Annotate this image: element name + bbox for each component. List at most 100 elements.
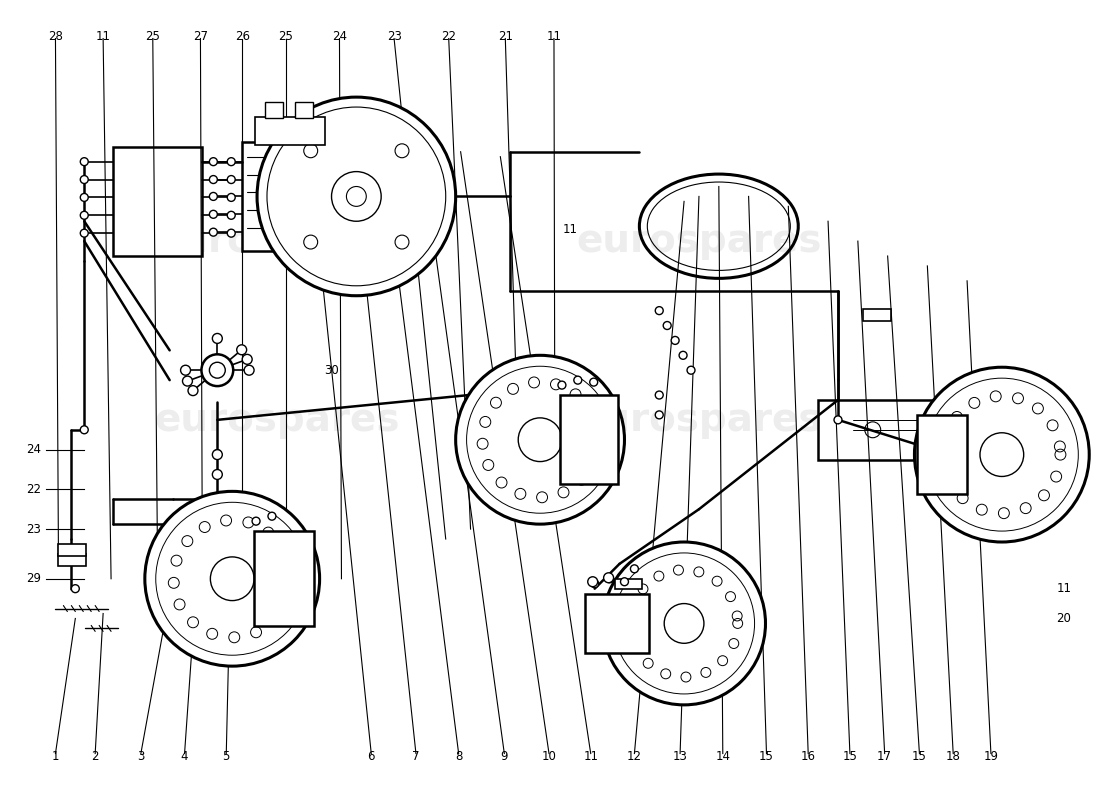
Circle shape (688, 366, 695, 374)
Text: 25: 25 (145, 30, 161, 42)
Circle shape (236, 345, 246, 354)
Circle shape (72, 585, 79, 593)
Text: 4: 4 (180, 750, 188, 762)
Circle shape (257, 97, 455, 296)
Text: 27: 27 (192, 30, 208, 42)
Circle shape (591, 580, 598, 588)
Text: 24: 24 (332, 30, 346, 42)
Text: 22: 22 (441, 30, 456, 42)
Circle shape (80, 211, 88, 219)
Circle shape (656, 306, 663, 314)
Bar (58, 554, 86, 566)
Text: 20: 20 (1056, 612, 1071, 625)
Text: 30: 30 (324, 364, 339, 377)
Circle shape (558, 381, 565, 389)
Circle shape (630, 565, 638, 573)
Text: 28: 28 (48, 30, 63, 42)
Text: 10: 10 (541, 750, 557, 762)
Circle shape (209, 228, 218, 236)
Text: 11: 11 (562, 222, 578, 236)
Circle shape (242, 354, 252, 364)
Text: 1: 1 (52, 750, 59, 762)
Circle shape (244, 366, 254, 375)
Circle shape (228, 158, 235, 166)
Text: 11: 11 (96, 30, 111, 42)
Text: 7: 7 (412, 750, 420, 762)
Circle shape (604, 573, 614, 582)
Circle shape (656, 391, 663, 399)
Text: 11: 11 (583, 750, 598, 762)
Circle shape (209, 193, 218, 200)
Text: 2: 2 (91, 750, 99, 762)
Circle shape (80, 194, 88, 202)
Bar (255, 117, 324, 145)
Text: 26: 26 (234, 30, 250, 42)
Circle shape (914, 367, 1089, 542)
Circle shape (834, 416, 842, 424)
Bar (917, 415, 967, 494)
Text: eurospares: eurospares (154, 401, 399, 439)
Text: 3: 3 (138, 750, 144, 762)
Text: 13: 13 (673, 750, 688, 762)
Circle shape (183, 376, 192, 386)
Text: 18: 18 (946, 750, 960, 762)
Circle shape (252, 517, 260, 525)
Bar (585, 594, 649, 654)
Bar (818, 400, 937, 459)
Circle shape (209, 158, 218, 166)
Text: eurospares: eurospares (154, 222, 399, 260)
Text: 15: 15 (843, 750, 857, 762)
Bar (242, 142, 337, 251)
Circle shape (455, 355, 625, 524)
Text: 17: 17 (877, 750, 892, 762)
Circle shape (574, 376, 582, 384)
Circle shape (80, 229, 88, 237)
Circle shape (80, 175, 88, 183)
Circle shape (663, 322, 671, 330)
Circle shape (80, 158, 88, 166)
Text: 15: 15 (759, 750, 774, 762)
Bar (113, 146, 202, 256)
Text: 25: 25 (278, 30, 294, 42)
Bar (254, 531, 314, 626)
Circle shape (145, 491, 320, 666)
Circle shape (188, 386, 198, 395)
Text: 8: 8 (455, 750, 462, 762)
Text: eurospares: eurospares (576, 222, 822, 260)
Bar (265, 102, 283, 118)
Circle shape (180, 366, 190, 375)
Circle shape (213, 450, 221, 458)
Circle shape (212, 470, 222, 479)
Text: eurospares: eurospares (576, 401, 822, 439)
Text: 11: 11 (547, 30, 561, 42)
Text: 22: 22 (25, 483, 41, 496)
Circle shape (606, 574, 614, 582)
Text: 19: 19 (983, 750, 999, 762)
Text: 23: 23 (25, 522, 41, 535)
Bar (58, 544, 86, 556)
Circle shape (620, 578, 628, 586)
Circle shape (656, 411, 663, 419)
Text: 5: 5 (222, 750, 230, 762)
Circle shape (587, 577, 597, 586)
Circle shape (228, 211, 235, 219)
Text: 11: 11 (1056, 582, 1071, 595)
Text: 23: 23 (387, 30, 402, 42)
Circle shape (212, 334, 222, 343)
Text: 12: 12 (627, 750, 642, 762)
Circle shape (212, 450, 222, 459)
Bar (295, 102, 312, 118)
Text: 24: 24 (25, 443, 41, 456)
Circle shape (80, 426, 88, 434)
Circle shape (209, 210, 218, 218)
Text: 9: 9 (500, 750, 508, 762)
Circle shape (228, 229, 235, 237)
Bar (615, 578, 642, 589)
Bar (560, 395, 617, 485)
Circle shape (346, 186, 366, 206)
Circle shape (671, 337, 679, 344)
Text: 15: 15 (912, 750, 927, 762)
Text: 6: 6 (367, 750, 375, 762)
Circle shape (679, 351, 688, 359)
Circle shape (209, 175, 218, 183)
